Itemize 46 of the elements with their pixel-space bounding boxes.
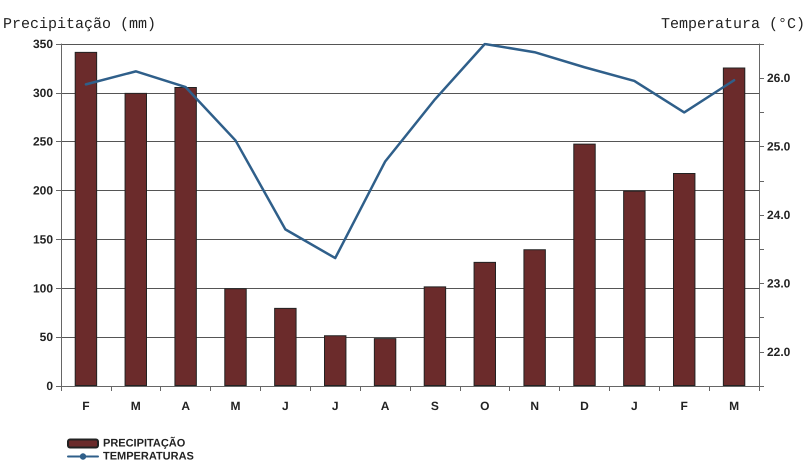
- x-tick-label: J: [282, 399, 289, 413]
- bar: [424, 286, 446, 386]
- y-tick-label: 250: [32, 134, 54, 149]
- bar: [174, 86, 197, 386]
- x-tick-label: A: [380, 399, 390, 413]
- y2-axis-title: Temperatura (°C): [660, 16, 805, 33]
- bar: [224, 288, 247, 386]
- y2-tick-label: 25.0: [767, 140, 791, 154]
- y2-tick-label: 24.0: [767, 208, 791, 222]
- bar: [474, 262, 496, 386]
- legend-label: TEMPERATURAS: [103, 450, 194, 462]
- x-tick-label: O: [480, 399, 490, 413]
- bar: [374, 338, 396, 386]
- y-tick-label: 350: [32, 37, 54, 51]
- y-tick-label: 200: [32, 184, 54, 198]
- bar: [672, 172, 696, 386]
- y-tick-label: 50: [40, 330, 54, 344]
- x-tick-label: J: [332, 399, 339, 413]
- x-tick-label: N: [530, 399, 539, 413]
- bar: [274, 308, 297, 386]
- x-tick-label: S: [430, 399, 439, 413]
- y-axis-title: Precipitação (mm): [3, 16, 156, 33]
- bar: [722, 67, 746, 386]
- x-tick-label: D: [580, 399, 590, 413]
- legend-label: PRECIPITAÇÃO: [103, 436, 186, 450]
- bar: [74, 52, 98, 386]
- y-tick-label: 100: [32, 281, 54, 296]
- bar: [523, 249, 546, 386]
- x-tick-label: F: [82, 399, 90, 413]
- y2-tick-label: 23.0: [767, 276, 791, 290]
- bar: [623, 190, 646, 386]
- y-tick-label: 0: [46, 379, 54, 393]
- x-tick-label: F: [680, 399, 688, 413]
- y2-tick-label: 26.0: [767, 71, 791, 86]
- y-tick-label: 300: [32, 86, 54, 100]
- x-tick-label: M: [729, 399, 740, 413]
- x-tick-label: M: [130, 399, 141, 413]
- line-series: [84, 42, 736, 260]
- y2-tick-label: 22.0: [767, 344, 791, 359]
- x-tick-label: A: [181, 399, 190, 413]
- x-tick-label: J: [631, 399, 638, 413]
- bar: [324, 335, 346, 386]
- x-tick-label: M: [230, 399, 240, 413]
- bar: [124, 92, 148, 386]
- y-tick-label: 150: [32, 232, 54, 246]
- bar: [573, 144, 596, 386]
